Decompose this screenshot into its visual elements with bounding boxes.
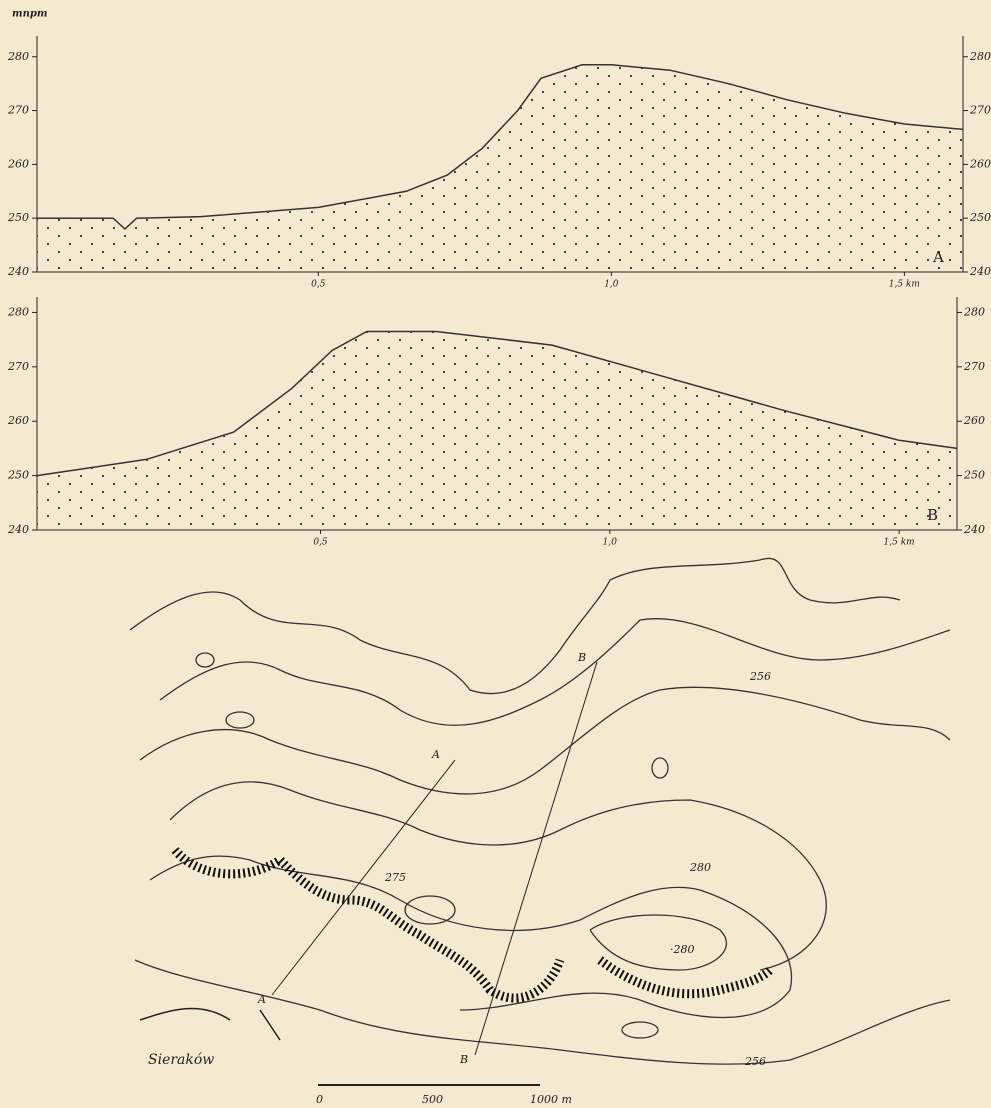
section-label: A [257,993,266,1006]
x-tick-label: 1,0 [604,280,619,290]
profile-fill [37,332,957,531]
section-label: B [577,651,586,664]
contour-label: 256 [749,670,771,683]
y2-tick-label: 270 [963,360,985,373]
y-tick-label: 270 [7,360,29,373]
y-tick-label: 250 [7,211,29,224]
y2-tick-label: 250 [963,469,985,482]
y-tick-label: 270 [7,104,29,117]
y2-tick-label: 240 [963,523,985,536]
scale-label: 500 [422,1093,443,1106]
y-tick-label: 240 [7,523,29,536]
y2-tick-label: 240 [969,265,991,278]
y-axis-label: mnpm [12,9,47,20]
contour-label: ·280 [670,943,695,956]
y2-tick-label: 250 [969,211,991,224]
y2-tick-label: 280 [963,305,985,318]
y2-tick-label: 270 [969,104,991,117]
y-tick-label: 280 [7,305,29,318]
y2-tick-label: 260 [963,414,985,427]
y-tick-label: 250 [7,469,29,482]
x-tick-label: 1,5 km [884,538,915,548]
profile-label: B [927,506,938,524]
x-tick-label: 0,5 [313,538,328,548]
section-label: B [459,1053,468,1066]
profile-label: A [932,248,944,266]
x-tick-label: 1,0 [603,538,618,548]
y-tick-label: 260 [7,157,29,170]
x-tick-label: 1,5 km [889,280,920,290]
contour-label: 280 [689,861,711,874]
figure: 256 280 275 ·280 256 A A B B Sieraków 0 … [0,0,991,1108]
y-tick-label: 240 [7,265,29,278]
scale-label: 1000 m [530,1093,572,1106]
place-name: Sieraków [148,1052,214,1068]
contour-map: 256 280 275 ·280 256 A A B B Sieraków 0 … [130,558,950,1106]
y2-tick-label: 260 [969,157,991,170]
y-tick-label: 260 [7,414,29,427]
y-tick-label: 280 [7,50,29,63]
x-tick-label: 0,5 [311,280,326,290]
scale-label: 0 [316,1093,323,1106]
section-label: A [431,748,440,761]
contour-label: 256 [744,1055,766,1068]
contour-label: 275 [384,871,406,884]
y2-tick-label: 280 [969,50,991,63]
profile-fill [37,65,963,272]
